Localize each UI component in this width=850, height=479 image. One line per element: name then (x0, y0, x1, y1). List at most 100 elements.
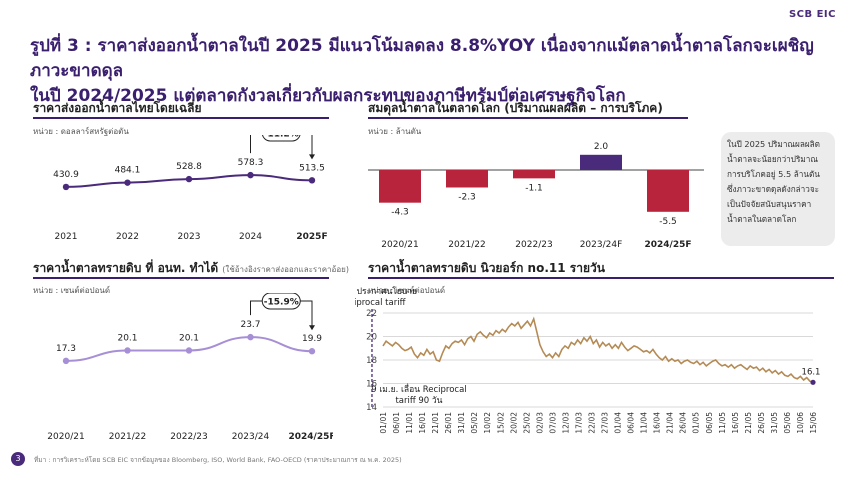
data-point (308, 348, 316, 355)
x-tick-label: 21/05 (744, 412, 753, 434)
chart4-title: ราคาน้ำตาลทรายดิบ นิวยอร์ก no.11 รายวัน (368, 261, 605, 275)
x-tick-label: 21/01 (431, 412, 440, 434)
brand-logo: SCB EIC (788, 9, 836, 20)
bar (513, 170, 555, 179)
x-tick-label: 01/01 (379, 412, 388, 434)
x-tick-label: 10/06 (796, 412, 805, 434)
bar-value-label: 2.0 (594, 142, 609, 152)
x-tick-label: 05/02 (470, 412, 479, 434)
x-tick-label: 17/03 (574, 412, 583, 434)
bar-value-label: -1.1 (525, 183, 543, 193)
x-tick-label: 26/04 (679, 412, 688, 434)
change-badge (261, 135, 301, 142)
x-tick-label: 11/01 (405, 412, 414, 434)
x-tick-label: 2024/25F (288, 432, 333, 442)
x-tick-label: 16/05 (731, 412, 740, 434)
chart2-title: สมดุลน้ำตาลในตลาดโลก (ปริมาณผลผลิต – การ… (368, 101, 663, 115)
data-point (185, 175, 193, 183)
page-number: 3 (11, 452, 25, 466)
x-tick-label: 2025F (296, 232, 327, 242)
x-tick-label: 26/05 (757, 412, 766, 434)
change-label: -11.2% (264, 135, 299, 140)
data-label: 578.3 (238, 158, 264, 168)
x-tick-label: 15/06 (809, 412, 818, 434)
data-label: 484.1 (115, 166, 141, 176)
data-label: 20.1 (179, 333, 199, 343)
x-tick-label: 06/05 (705, 412, 714, 434)
change-arrow (309, 325, 315, 331)
end-label: 16.1 (802, 367, 821, 377)
x-tick-label: 16/04 (653, 412, 662, 434)
chart2-unit: หน่วย : ล้านตัน (368, 127, 422, 136)
chart1-divider (33, 117, 329, 119)
x-tick-label: 20/02 (509, 412, 518, 434)
chart3-title: ราคาน้ำตาลทรายดิบ ที่ อนท. ทำได้ (ใช้อ้า… (33, 259, 349, 278)
change-label: -15.9% (264, 298, 299, 308)
bar-value-label: -4.3 (391, 208, 409, 218)
data-point (185, 347, 193, 354)
x-tick-label: 2024 (239, 232, 262, 242)
end-point (810, 379, 816, 385)
title-line-2: ในปี 2024/2025 แต่ตลาดกังวลเกี่ยวกับผลกร… (30, 86, 626, 106)
chart1-title: ราคาส่งออกน้ำตาลไทยโดยเฉลี่ย (33, 101, 202, 115)
data-label: 513.5 (299, 163, 325, 173)
x-tick-label: 2020/21 (381, 240, 418, 250)
annotation-1-line1: 2 เม.ย. ประกาศนโยบาย (355, 286, 417, 297)
x-tick-label: 2021 (55, 232, 78, 242)
x-tick-label: 2022/23 (515, 240, 552, 250)
data-label: 528.8 (176, 162, 202, 172)
data-point (124, 347, 131, 354)
chart2-divider (368, 117, 688, 119)
bar-value-label: -5.5 (659, 217, 677, 227)
chart1-unit: หน่วย : ดอลลาร์สหรัฐต่อตัน (33, 127, 129, 136)
page-title: รูปที่ 3 : ราคาส่งออกน้ำตาลในปี 2025 มีแ… (30, 34, 830, 109)
chart3-title-text: ราคาน้ำตาลทรายดิบ ที่ อนท. ทำได้ (33, 261, 219, 275)
chart3-unit: หน่วย : เซนต์ต่อปอนด์ (33, 286, 111, 295)
x-tick-label: 31/01 (457, 412, 466, 434)
x-tick-label: 26/01 (444, 412, 453, 434)
data-point (124, 179, 131, 186)
annotation-2-line2: tariff 90 วัน (395, 396, 442, 406)
x-tick-label: 06/04 (627, 412, 636, 434)
x-tick-label: 11/04 (640, 412, 649, 434)
chart2-svg: -4.3 2020/21 -2.3 2021/22 -1.1 2022/23 2.0 2023… (368, 142, 704, 250)
x-tick-label: 25/02 (522, 412, 531, 434)
chart4-svg: 141618202201/0106/0111/0116/0121/0126/01… (355, 286, 821, 434)
annotation-2-line1: 9 เม.ย. เลื่อน Reciprocal (371, 383, 466, 395)
chart3-svg: 17.3 2020/21 20.1 2021/22 20.1 2022/23 23.7 202… (47, 293, 333, 442)
bar (379, 170, 421, 203)
chart4-divider (368, 277, 834, 279)
data-label: 430.9 (53, 170, 79, 180)
data-point (308, 177, 316, 184)
x-tick-label: 01/05 (692, 412, 701, 434)
x-tick-label: 27/03 (601, 412, 610, 434)
data-label: 23.7 (240, 320, 260, 330)
x-tick-label: 2024/25F (644, 240, 691, 250)
change-arrow (309, 154, 315, 160)
chart3-divider (33, 277, 329, 279)
bar (647, 170, 689, 212)
x-tick-label: 10/02 (483, 412, 492, 434)
x-tick-label: 2022 (116, 232, 139, 242)
x-tick-label: 2023/24F (580, 240, 623, 250)
bar (446, 170, 488, 188)
x-tick-label: 31/05 (770, 412, 779, 434)
change-bracket (250, 135, 313, 159)
x-tick-label: 2023/24 (232, 432, 270, 442)
x-tick-label: 2021/22 (109, 432, 146, 442)
bar (580, 154, 622, 170)
data-label: 17.3 (56, 344, 76, 354)
x-tick-label: 2022/23 (170, 432, 207, 442)
data-point (247, 171, 254, 179)
x-tick-label: 2021/22 (448, 240, 485, 250)
y-tick-label: 20 (366, 333, 377, 343)
x-tick-label: 06/01 (392, 412, 401, 434)
x-tick-label: 15/02 (496, 412, 505, 434)
title-line-1: รูปที่ 3 : ราคาส่งออกน้ำตาลในปี 2025 มีแ… (30, 36, 814, 81)
series-line (382, 316, 814, 384)
bar-value-label: -2.3 (458, 192, 476, 202)
y-tick-label: 14 (366, 403, 377, 413)
x-tick-label: 22/03 (587, 412, 596, 434)
source-note: ที่มา : การวิเคราะห์โดย SCB EIC จากข้อมู… (34, 456, 402, 464)
x-tick-label: 02/03 (535, 412, 544, 434)
